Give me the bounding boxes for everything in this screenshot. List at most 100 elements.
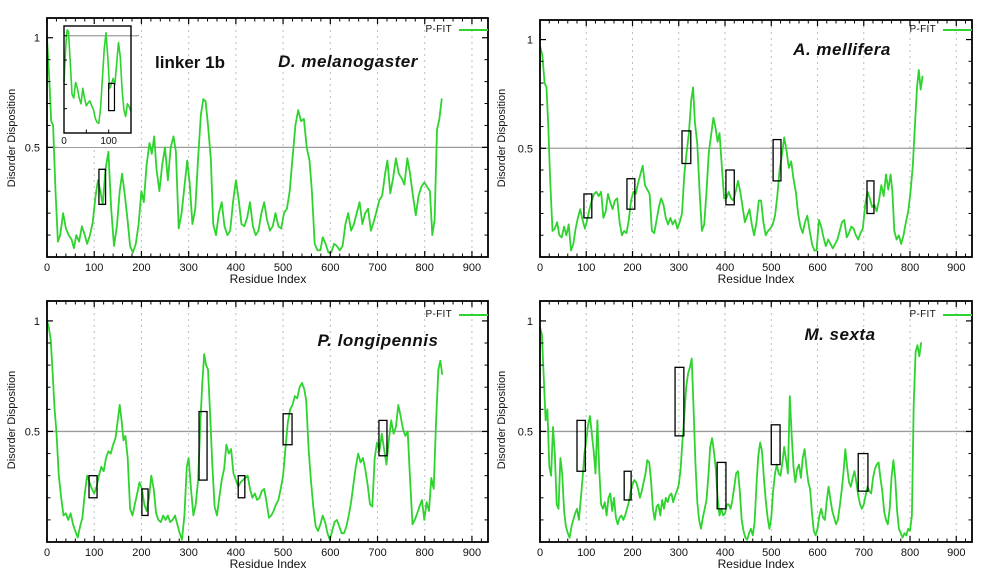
inset-x-tick-label: 0 [61, 136, 67, 147]
x-tick-label: 700 [855, 262, 873, 274]
inset-frame [63, 25, 132, 134]
inset-background [58, 21, 138, 147]
x-tick-label: 500 [274, 262, 292, 274]
x-tick-label: 600 [808, 547, 826, 559]
highlight-box-4 [725, 169, 735, 206]
x-axis-label: Residue Index [229, 557, 307, 571]
plot-frame [46, 17, 489, 258]
legend-line-sample [943, 28, 972, 31]
inset-x-tick-label: 100 [100, 136, 117, 147]
highlight-box-3 [681, 130, 692, 165]
panel-m-sexta: 0 100 200 300 400 500 600 700 800 900 0.5 1 Disorde… [490, 285, 981, 581]
y-tick-label: 0.5 [25, 142, 40, 154]
x-tick-label: 200 [132, 262, 150, 274]
y-tick-label: 1 [527, 35, 533, 47]
legend: P-FIT [425, 309, 488, 320]
highlight-box-6 [378, 419, 388, 457]
highlight-box-1 [576, 419, 586, 472]
highlight-box-4 [716, 461, 727, 510]
y-axis-label: Disorder Disposition [6, 370, 18, 470]
x-tick-label: 800 [416, 262, 434, 274]
plot-frame [46, 300, 489, 543]
x-tick-label: 700 [855, 547, 873, 559]
x-tick-label: 0 [537, 262, 543, 274]
x-tick-label: 300 [670, 262, 688, 274]
panel-a-mellifera: 0 100 200 300 400 500 600 700 800 900 0.5 1 Disorde… [490, 0, 981, 296]
legend-label: P-FIT [909, 309, 936, 320]
chart-d-melanogaster: 0 100 0 100 200 300 400 500 600 700 800 900 0.5 1 [25, 17, 489, 274]
series-line-P-FIT [46, 36, 443, 254]
panel-title-a-mellifera: A. mellifera [793, 40, 891, 59]
highlight-box-1 [98, 168, 107, 206]
legend: P-FIT [425, 24, 488, 35]
y-tick-label: 1 [527, 316, 533, 328]
highlight-box-6 [866, 180, 875, 215]
y-axis-label: Disorder Disposition [496, 88, 508, 188]
chart-p-longipennis: 0 100 200 300 400 500 600 700 800 900 0.5 1 [25, 300, 489, 559]
x-axis-label: Residue Index [229, 272, 307, 286]
x-tick-label: 400 [227, 547, 245, 559]
x-tick-label: 300 [179, 262, 197, 274]
x-tick-label: 0 [44, 262, 50, 274]
x-tick-label: 900 [947, 262, 965, 274]
legend-line-sample [459, 28, 488, 31]
x-axis-label: Residue Index [717, 272, 795, 286]
x-tick-label: 200 [132, 547, 150, 559]
highlight-box-5 [770, 424, 781, 466]
x-tick-label: 300 [179, 547, 197, 559]
plot-frame [539, 300, 973, 543]
x-tick-label: 500 [762, 547, 780, 559]
x-tick-label: 200 [623, 262, 641, 274]
highlight-box-2 [141, 488, 149, 517]
chart-m-sexta: 0 100 200 300 400 500 600 700 800 900 0.5 1 [518, 300, 973, 559]
legend-line-sample [459, 313, 488, 316]
x-tick-label: 800 [416, 547, 434, 559]
x-tick-label: 100 [577, 547, 595, 559]
x-tick-label: 400 [716, 262, 734, 274]
x-tick-label: 100 [85, 547, 103, 559]
x-axis-label: Residue Index [717, 557, 795, 571]
panel-d-melanogaster: 0 100 0 100 200 300 400 500 600 700 800 900 0.5 1 Dis… [0, 0, 490, 296]
highlight-box-2 [623, 470, 632, 501]
panel-title-m-sexta: M. sexta [804, 325, 876, 344]
panel-title-d-melanogaster: D. melanogaster [278, 52, 418, 71]
x-tick-label: 100 [85, 262, 103, 274]
inset-annotation-label: linker 1b [155, 53, 225, 72]
x-tick-label: 0 [44, 547, 50, 559]
x-tick-label: 800 [901, 262, 919, 274]
x-tick-label: 700 [368, 262, 386, 274]
x-tick-label: 400 [227, 262, 245, 274]
series-line-P-FIT [46, 320, 444, 541]
x-tick-label: 200 [623, 547, 641, 559]
y-tick-label: 0.5 [25, 426, 40, 438]
x-tick-label: 600 [321, 262, 339, 274]
x-tick-label: 700 [368, 547, 386, 559]
highlight-box-3 [198, 410, 208, 481]
x-tick-label: 300 [670, 547, 688, 559]
highlight-box-6 [857, 452, 869, 492]
x-tick-label: 100 [577, 262, 595, 274]
legend: P-FIT [909, 24, 972, 35]
inset-highlight-box [108, 82, 116, 112]
legend: P-FIT [909, 309, 972, 320]
legend-label: P-FIT [909, 24, 936, 35]
x-tick-label: 600 [808, 262, 826, 274]
inset-series-line [63, 29, 132, 125]
legend-label: P-FIT [425, 24, 452, 35]
highlight-box-2 [626, 178, 636, 210]
highlight-box-3 [674, 366, 685, 437]
y-tick-label: 1 [34, 316, 40, 328]
legend-label: P-FIT [425, 309, 452, 320]
x-tick-label: 600 [321, 547, 339, 559]
x-tick-label: 500 [762, 262, 780, 274]
y-tick-label: 0.5 [518, 426, 533, 438]
y-tick-label: 0.5 [518, 143, 533, 155]
x-tick-label: 900 [463, 262, 481, 274]
y-axis-label: Disorder Disposition [6, 88, 18, 188]
chart-a-mellifera: 0 100 200 300 400 500 600 700 800 900 0.5 1 [518, 19, 973, 274]
x-tick-label: 400 [716, 547, 734, 559]
panel-title-p-longipennis: P. longipennis [317, 331, 439, 350]
plot-frame [539, 19, 973, 258]
highlight-box-1 [88, 475, 98, 499]
series-line-P-FIT [539, 45, 924, 252]
